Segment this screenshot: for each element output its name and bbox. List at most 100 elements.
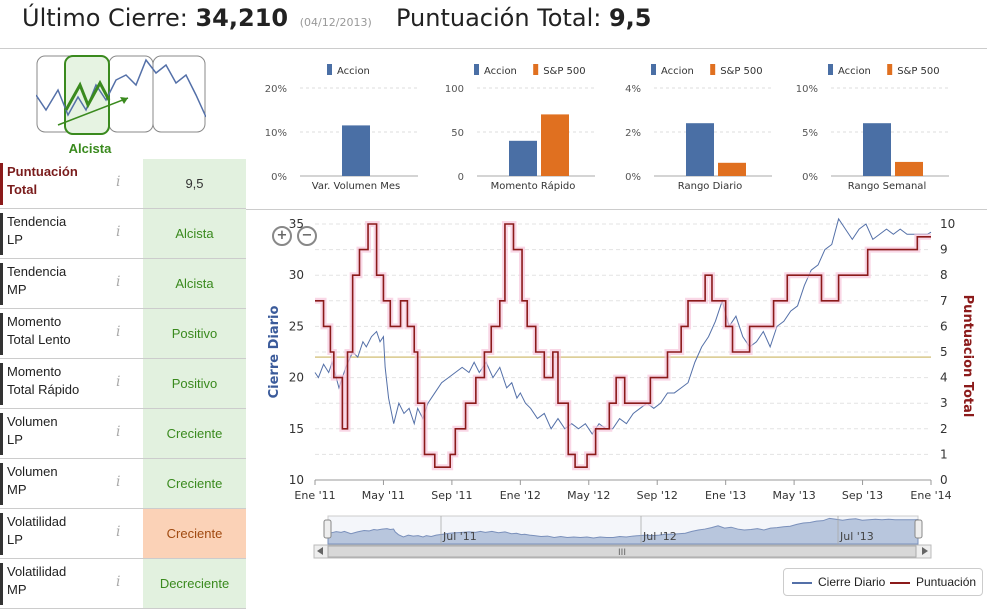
indicator-label-line2: LP	[7, 532, 23, 547]
indicator-row: Momento Total Lento i Positivo	[0, 309, 246, 359]
row-marker	[0, 463, 3, 505]
navigator-handle-left[interactable]	[323, 519, 332, 539]
last-close-date: (04/12/2013)	[299, 16, 372, 29]
total-score-label: Puntuación Total:	[396, 4, 602, 32]
section-divider	[246, 209, 987, 210]
bar[interactable]	[895, 161, 923, 176]
scroll-left-icon[interactable]	[317, 547, 323, 555]
legend-label: S&P 500	[897, 66, 939, 77]
info-icon[interactable]: i	[116, 524, 121, 540]
info-icon[interactable]: i	[116, 224, 121, 240]
y-tick-label: 0%	[802, 172, 818, 183]
bar-chart: Accion S&P 500 10% 5% 0% Rango Semanal	[796, 64, 949, 192]
indicator-label-line1: Momento	[7, 364, 62, 379]
thumb-trend-arrow	[57, 97, 129, 126]
legend-price[interactable]: Cierre Diario	[792, 575, 885, 589]
indicator-value: Alcista	[143, 209, 246, 258]
indicator-label-line1: Tendencia	[7, 264, 67, 279]
series-line-puntuacion[interactable]	[315, 223, 931, 469]
legend-label: Accion	[838, 66, 871, 77]
indicator-label-line1: Puntuación	[7, 164, 78, 179]
row-marker	[0, 263, 3, 305]
x-tick-label: May '11	[362, 489, 405, 502]
trend-thumbnail[interactable]	[36, 55, 206, 135]
indicator-row: Tendencia LP i Alcista	[0, 209, 246, 259]
indicator-row: Volumen LP i Creciente	[0, 409, 246, 459]
left-axis-title: Cierre Diario	[267, 306, 282, 399]
trend-label: Alcista	[68, 141, 112, 156]
y-tick-label: 0	[458, 172, 464, 183]
info-icon[interactable]: i	[116, 574, 121, 590]
row-marker	[0, 213, 3, 255]
row-marker	[0, 513, 3, 555]
info-icon[interactable]: i	[116, 474, 121, 490]
bar[interactable]	[686, 123, 714, 176]
x-tick-label: May '12	[567, 489, 610, 502]
thumb-arrowhead	[120, 97, 128, 104]
row-marker	[0, 413, 3, 455]
right-tick-label: 1	[940, 447, 948, 461]
chart-title: Var. Volumen Mes	[312, 181, 400, 192]
right-axis-title: Puntuacion Total	[960, 295, 975, 418]
info-icon[interactable]: i	[116, 174, 121, 190]
last-close: Último Cierre: 34,210 (04/12/2013)	[22, 4, 372, 32]
indicator-label-line2: Total	[7, 182, 38, 197]
indicator-label: Volumen LP	[7, 413, 117, 449]
legend-score[interactable]: Puntuación	[890, 575, 976, 589]
series-line-cierre-diario[interactable]	[314, 217, 932, 435]
left-tick-label: 25	[289, 319, 304, 333]
scroll-right-icon[interactable]	[922, 547, 928, 555]
zoom-out-icon[interactable]: −	[297, 226, 317, 246]
info-icon[interactable]: i	[116, 374, 121, 390]
legend-swatch	[474, 64, 479, 75]
bar[interactable]	[718, 162, 746, 176]
x-tick-label: Ene '12	[500, 489, 541, 502]
last-close-value: 34,210	[195, 4, 289, 32]
y-tick-label: 4%	[625, 84, 641, 95]
zoom-in-icon[interactable]: +	[272, 226, 292, 246]
left-tick-label: 10	[289, 473, 304, 487]
bar[interactable]	[509, 140, 537, 176]
bar[interactable]	[342, 125, 370, 176]
legend-swatch	[887, 64, 893, 75]
row-marker	[0, 313, 3, 355]
y-tick-label: 10%	[796, 84, 818, 95]
bar-chart: Accion S&P 500 100 50 0 Momento Rápido	[445, 64, 595, 192]
total-score-value: 9,5	[608, 4, 652, 32]
legend-swatch	[651, 64, 656, 75]
thumb-trend-zigzag	[64, 79, 111, 111]
legend-price-label: Cierre Diario	[818, 575, 886, 589]
indicator-label-line1: Volatilidad	[7, 564, 67, 579]
right-tick-label: 7	[940, 294, 948, 308]
thumb-price-line	[36, 58, 206, 118]
right-tick-label: 5	[940, 345, 948, 359]
scrollbar-thumb[interactable]	[327, 545, 917, 558]
legend-label: S&P 500	[720, 66, 762, 77]
navigator-label: Jul '11	[442, 530, 477, 543]
bar[interactable]	[863, 123, 891, 176]
indicator-label: Tendencia LP	[7, 213, 117, 249]
indicator-value: Creciente	[143, 409, 246, 458]
x-tick-label: Ene '13	[705, 489, 746, 502]
row-marker	[0, 363, 3, 405]
indicator-panel: Alcista Puntuación Total i 9,5 Tendencia LP i A…	[0, 49, 246, 611]
right-tick-label: 0	[940, 473, 948, 487]
info-icon[interactable]: i	[116, 324, 121, 340]
y-tick-label: 5%	[802, 128, 818, 139]
total-score: Puntuación Total: 9,5	[396, 4, 651, 32]
bar-chart: Accion S&P 500 4% 2% 0% Rango Diario	[625, 64, 772, 192]
navigator-label: Jul '13	[839, 530, 874, 543]
right-tick-label: 8	[940, 268, 948, 282]
navigator-handle-right[interactable]	[914, 519, 923, 539]
info-icon[interactable]: i	[116, 424, 121, 440]
left-tick-label: 15	[289, 422, 304, 436]
bar-chart: Accion 20% 10% 0% Var. Volumen Mes	[265, 64, 418, 192]
right-tick-label: 3	[940, 396, 948, 410]
bar[interactable]	[541, 114, 569, 176]
navigator-area	[327, 517, 919, 545]
chart-title: Momento Rápido	[491, 180, 576, 192]
left-tick-label: 20	[289, 371, 304, 385]
x-tick-label: Ene '11	[294, 489, 335, 502]
info-icon[interactable]: i	[116, 274, 121, 290]
